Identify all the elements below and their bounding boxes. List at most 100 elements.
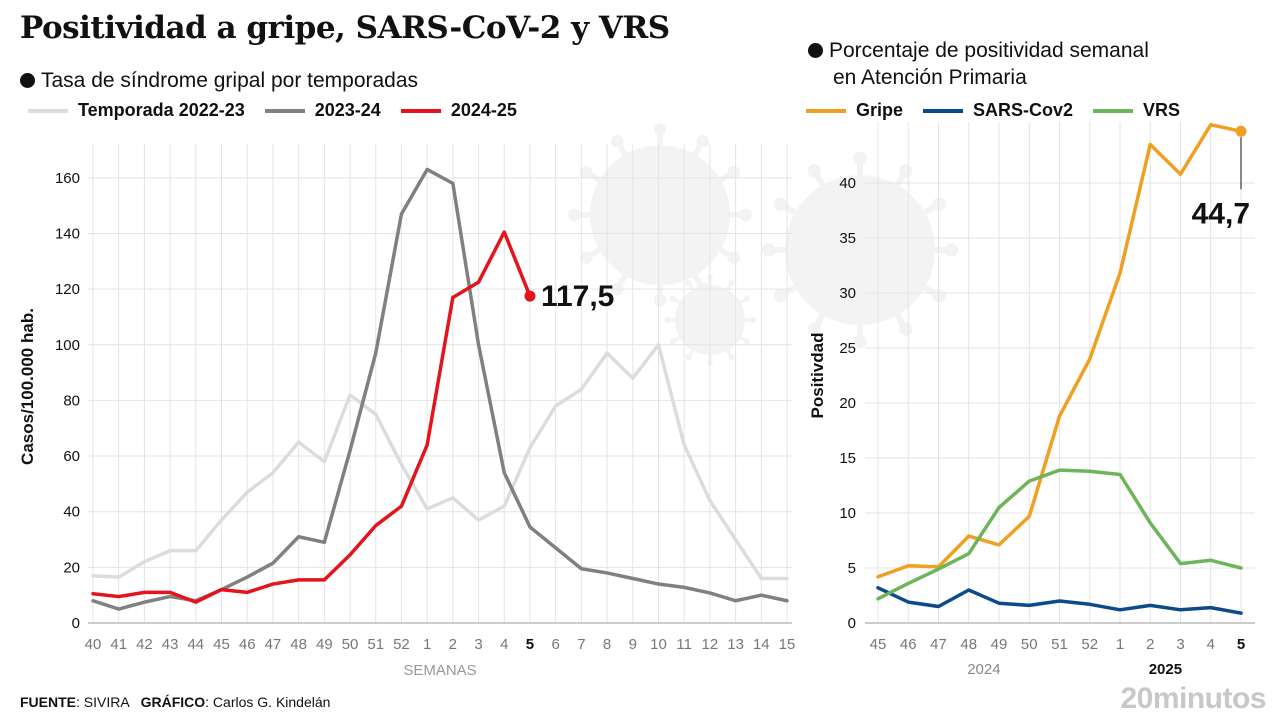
- x-tick-label: 45: [870, 636, 887, 653]
- data-point: [502, 504, 506, 508]
- data-point: [1027, 479, 1031, 483]
- x-tick-label: 49: [316, 636, 333, 653]
- legend-label: VRS: [1143, 100, 1181, 120]
- virus-spike-tip: [743, 295, 751, 302]
- virus-spike-tip: [774, 197, 788, 211]
- data-point: [502, 471, 506, 475]
- left-legend-item: Temporada 2022-23: [28, 100, 245, 121]
- x-tick-label: 4: [1207, 636, 1215, 653]
- data-point: [451, 181, 455, 185]
- data-point: [91, 599, 95, 603]
- data-point: [117, 607, 121, 611]
- x-tick-label: 2: [449, 636, 457, 653]
- year-label: 2024: [967, 661, 1000, 678]
- y-axis-label: Positivdad: [808, 333, 827, 419]
- y-tick-label: 30: [839, 285, 856, 302]
- data-point: [1148, 521, 1152, 525]
- y-axis-label: Casos/100.000 hab.: [18, 308, 37, 465]
- virus-spike-tip: [944, 243, 959, 257]
- series-line: [91, 230, 532, 604]
- y-tick-label: 140: [55, 225, 80, 242]
- data-point: [1209, 606, 1213, 610]
- data-point: [502, 230, 506, 234]
- virus-spike-tip: [664, 316, 671, 324]
- data-point: [142, 590, 146, 594]
- x-tick-label: 11: [676, 636, 692, 653]
- y-tick-label: 15: [839, 450, 856, 467]
- data-point: [425, 443, 429, 447]
- virus-spike-tip: [807, 164, 821, 178]
- data-point: [245, 575, 249, 579]
- y-tick-label: 25: [839, 340, 856, 357]
- end-point-marker: [1235, 125, 1247, 137]
- x-tick-label: 7: [577, 636, 585, 653]
- right-subtitle: Porcentaje de positividad semanal en Ate…: [808, 37, 1149, 91]
- x-tick-label: 4: [500, 636, 508, 653]
- y-tick-label: 10: [839, 505, 856, 522]
- data-point: [271, 471, 275, 475]
- right-legend-item: SARS-Cov2: [923, 100, 1073, 121]
- data-point: [297, 440, 301, 444]
- data-point: [451, 295, 455, 299]
- y-tick-label: 80: [63, 392, 80, 409]
- data-point: [1239, 611, 1243, 615]
- x-tick-label: 50: [342, 636, 359, 653]
- data-point: [1088, 469, 1092, 473]
- data-point: [554, 404, 558, 408]
- data-point: [656, 343, 660, 347]
- end-value-label: 117,5: [541, 280, 614, 313]
- data-point: [937, 567, 940, 571]
- data-point: [528, 525, 532, 529]
- x-tick-label: 41: [110, 636, 127, 653]
- data-point: [220, 518, 224, 522]
- x-tick-label: 52: [393, 636, 410, 653]
- data-point: [425, 507, 429, 511]
- x-tick-label: 5: [526, 636, 534, 653]
- x-tick-label: 43: [162, 636, 179, 653]
- data-point: [1088, 357, 1092, 361]
- data-point: [734, 599, 738, 603]
- virus-spike-tip: [899, 164, 913, 178]
- left-legend-item: 2024-25: [400, 100, 517, 121]
- x-tick-label: 40: [85, 636, 102, 653]
- data-point: [322, 540, 326, 544]
- data-point: [220, 588, 224, 592]
- legend-label: SARS-Cov2: [973, 100, 1074, 120]
- data-point: [1027, 603, 1031, 607]
- data-point: [1058, 414, 1061, 418]
- data-point: [759, 593, 763, 597]
- x-tick-label: 46: [239, 636, 256, 653]
- footer-graphic-value: : Carlos G. Kindelán: [205, 694, 331, 710]
- y-tick-label: 40: [63, 504, 80, 521]
- left-subtitle: Tasa de síndrome gripal por temporadas: [20, 69, 418, 93]
- legend-label: Temporada 2022-23: [78, 100, 245, 120]
- data-point: [142, 600, 146, 604]
- data-point: [1058, 599, 1061, 603]
- x-tick-label: 48: [960, 636, 977, 653]
- virus-spike-tip: [932, 197, 946, 211]
- x-tick-label: 51: [1051, 636, 1068, 653]
- data-point: [759, 576, 763, 580]
- virus-spike-tip: [853, 151, 867, 166]
- data-point: [117, 595, 121, 599]
- x-tick-label: 42: [136, 636, 153, 653]
- legend-swatch: [264, 108, 305, 113]
- data-point: [876, 597, 880, 601]
- data-point: [399, 212, 403, 216]
- x-tick-label: 51: [367, 636, 384, 653]
- series-line: [91, 343, 789, 581]
- data-point: [1179, 608, 1182, 612]
- data-point: [554, 546, 558, 550]
- virus-spike-tip: [696, 134, 709, 148]
- data-point: [348, 448, 352, 452]
- right-legend-item: Gripe: [806, 100, 903, 121]
- x-tick-label: 48: [290, 636, 307, 653]
- year-label: 2025: [1149, 661, 1182, 678]
- data-point: [906, 600, 910, 604]
- x-tick-label: 13: [727, 636, 744, 653]
- data-point: [997, 601, 1001, 605]
- x-tick-label: 9: [629, 636, 637, 653]
- legend-label: Gripe: [856, 100, 904, 120]
- footer-graphic-label: GRÁFICO: [140, 694, 206, 710]
